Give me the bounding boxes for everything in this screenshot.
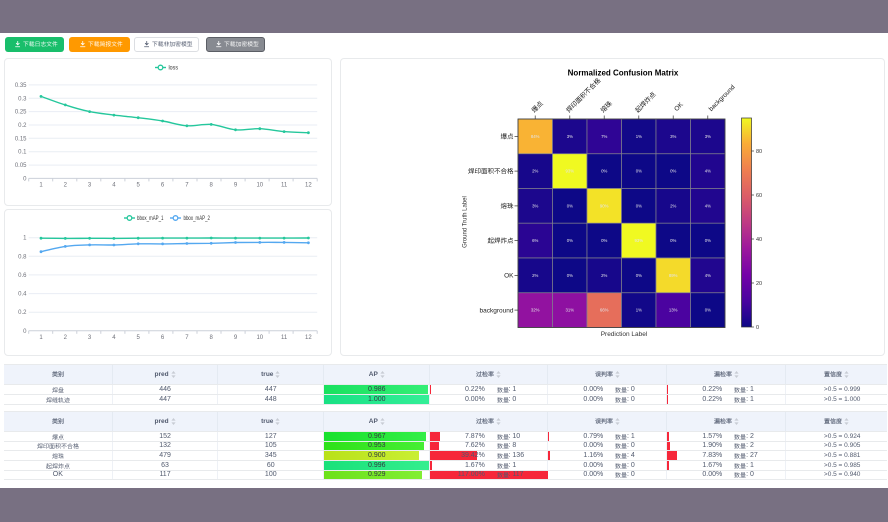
svg-text:7%: 7% (601, 134, 607, 139)
svg-text:4: 4 (112, 335, 116, 341)
svg-text:0%: 0% (567, 273, 573, 278)
svg-text:0.15: 0.15 (15, 136, 27, 142)
svg-text:66%: 66% (600, 308, 609, 313)
svg-text:3: 3 (88, 335, 92, 341)
svg-text:32%: 32% (531, 308, 540, 313)
svg-text:6: 6 (161, 335, 165, 341)
svg-text:10: 10 (256, 335, 263, 341)
svg-text:0: 0 (23, 328, 27, 334)
svg-text:2%: 2% (532, 169, 538, 174)
svg-text:3%: 3% (532, 203, 538, 208)
svg-text:2%: 2% (601, 273, 607, 278)
svg-text:0.35: 0.35 (15, 83, 27, 89)
svg-text:80: 80 (756, 149, 762, 155)
svg-text:3: 3 (88, 183, 92, 189)
svg-text:0%: 0% (567, 238, 573, 243)
svg-text:60: 60 (756, 193, 762, 199)
svg-text:0%: 0% (705, 238, 711, 243)
svg-text:6%: 6% (532, 238, 538, 243)
svg-text:12: 12 (305, 183, 312, 189)
svg-text:0%: 0% (636, 273, 642, 278)
svg-text:10: 10 (256, 183, 263, 189)
svg-text:0.1: 0.1 (18, 150, 27, 156)
svg-text:4: 4 (112, 183, 116, 189)
svg-text:0.8: 0.8 (18, 254, 27, 260)
svg-text:background: background (480, 307, 514, 314)
svg-text:1: 1 (23, 235, 27, 241)
svg-text:1%: 1% (636, 308, 642, 313)
svg-text:93%: 93% (634, 238, 643, 243)
svg-text:0%: 0% (601, 169, 607, 174)
svg-text:3%: 3% (567, 134, 573, 139)
svg-text:4%: 4% (705, 273, 711, 278)
svg-text:93%: 93% (565, 169, 574, 174)
svg-text:0.4: 0.4 (18, 291, 27, 297)
svg-text:0%: 0% (670, 238, 676, 243)
svg-text:89%: 89% (669, 273, 678, 278)
svg-text:bbox_mAP_1: bbox_mAP_1 (137, 215, 164, 222)
svg-text:1: 1 (39, 183, 43, 189)
svg-text:9: 9 (234, 183, 238, 189)
svg-text:9: 9 (234, 335, 238, 341)
svg-text:0%: 0% (601, 238, 607, 243)
svg-text:0.6: 0.6 (18, 272, 27, 278)
svg-text:Prediction Label: Prediction Label (601, 331, 648, 338)
svg-text:11: 11 (281, 183, 288, 189)
svg-text:background: background (708, 84, 737, 113)
svg-text:OK: OK (673, 101, 685, 113)
svg-text:84%: 84% (531, 134, 540, 139)
svg-text:8: 8 (210, 335, 214, 341)
svg-text:1%: 1% (636, 134, 642, 139)
svg-text:0%: 0% (567, 203, 573, 208)
svg-text:0%: 0% (670, 169, 676, 174)
svg-text:2%: 2% (532, 273, 538, 278)
svg-text:0: 0 (23, 176, 27, 182)
svg-text:8: 8 (210, 183, 214, 189)
svg-text:2: 2 (64, 335, 68, 341)
svg-text:12: 12 (305, 335, 312, 341)
svg-text:0: 0 (756, 325, 759, 331)
svg-text:7: 7 (185, 335, 189, 341)
svg-text:1: 1 (39, 335, 43, 341)
svg-text:4%: 4% (705, 203, 711, 208)
svg-text:3%: 3% (705, 134, 711, 139)
svg-text:3%: 3% (670, 134, 676, 139)
svg-text:0%: 0% (705, 308, 711, 313)
svg-text:0%: 0% (636, 203, 642, 208)
svg-text:40: 40 (756, 237, 762, 243)
svg-text:31%: 31% (565, 308, 574, 313)
svg-text:loss: loss (169, 65, 179, 72)
svg-text:0.2: 0.2 (18, 123, 27, 129)
svg-text:20: 20 (756, 281, 762, 287)
svg-text:4%: 4% (705, 169, 711, 174)
svg-text:2%: 2% (670, 203, 676, 208)
svg-text:Normalized Confusion Matrix: Normalized Confusion Matrix (568, 69, 679, 78)
svg-text:Ground Truth Label: Ground Truth Label (463, 196, 469, 248)
svg-text:2: 2 (64, 183, 68, 189)
svg-text:0.3: 0.3 (18, 96, 27, 102)
svg-text:90%: 90% (600, 203, 609, 208)
svg-text:5: 5 (137, 183, 141, 189)
svg-text:7: 7 (185, 183, 189, 189)
svg-text:11: 11 (281, 335, 288, 341)
svg-text:0.2: 0.2 (18, 310, 27, 316)
svg-text:13%: 13% (669, 308, 678, 313)
svg-text:5: 5 (137, 335, 141, 341)
svg-text:OK: OK (504, 273, 514, 280)
svg-text:0.25: 0.25 (15, 110, 27, 116)
svg-text:0%: 0% (636, 169, 642, 174)
svg-text:bbox_mAP_2: bbox_mAP_2 (184, 215, 211, 222)
svg-text:0.05: 0.05 (15, 163, 27, 169)
svg-text:6: 6 (161, 183, 165, 189)
